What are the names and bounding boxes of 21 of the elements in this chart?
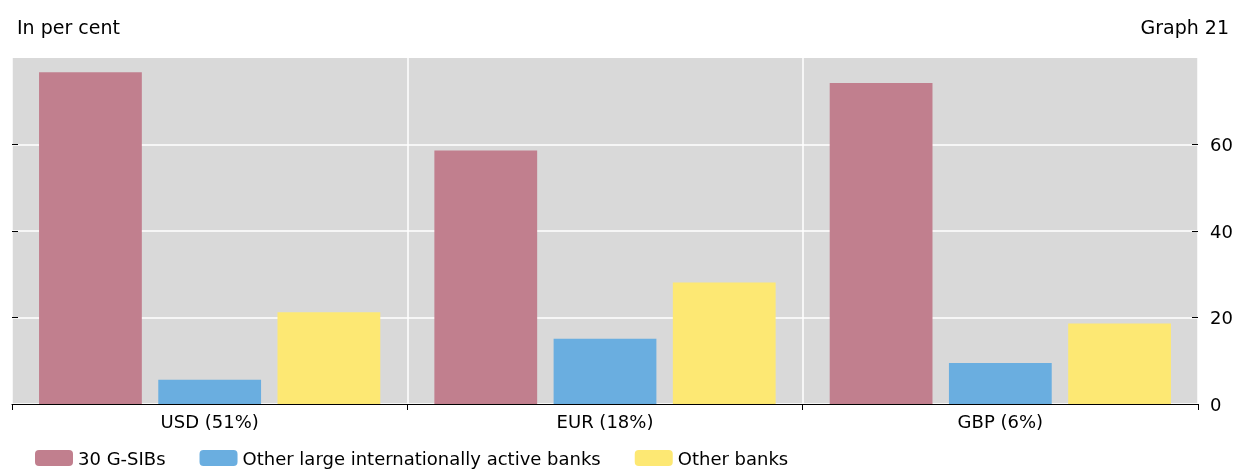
bar xyxy=(672,282,776,404)
bar xyxy=(553,338,657,404)
bar xyxy=(829,83,933,404)
legend-label: 30 G-SIBs xyxy=(78,447,166,469)
y-tick-label: 0 xyxy=(1210,393,1222,415)
chart-subtitle: In per cent xyxy=(17,15,120,38)
legend-label: Other large internationally active banks xyxy=(242,447,601,469)
bar xyxy=(39,72,142,404)
bar xyxy=(1068,323,1171,404)
x-tick-label: EUR (18%) xyxy=(556,410,654,432)
bar xyxy=(158,379,262,404)
bar xyxy=(277,312,381,404)
caption: Graph 21 xyxy=(1140,15,1229,38)
bar xyxy=(948,362,1052,404)
y-tick-label: 40 xyxy=(1210,220,1233,242)
x-tick-label: USD (51%) xyxy=(160,410,259,432)
x-tick-label: GBP (6%) xyxy=(957,410,1044,432)
bar xyxy=(434,150,538,404)
y-tick-label: 60 xyxy=(1210,134,1233,155)
y-tick-label: 20 xyxy=(1210,307,1233,328)
legend-label: Other banks xyxy=(677,447,789,469)
